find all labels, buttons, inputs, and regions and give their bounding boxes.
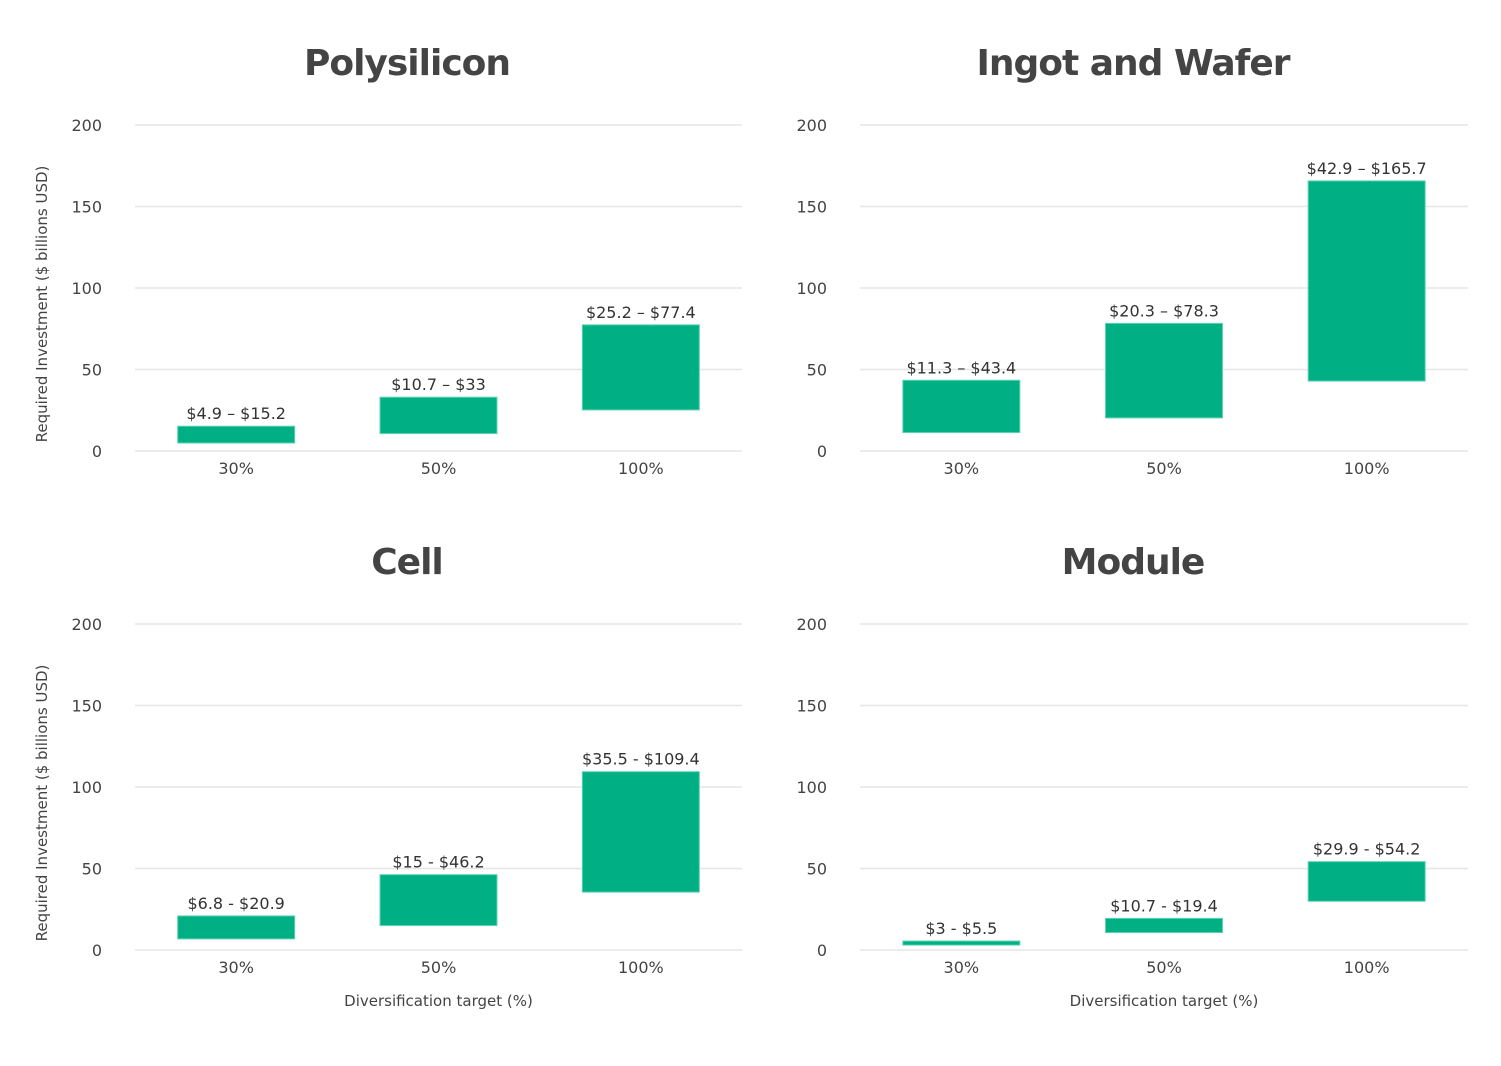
range-bar [177, 915, 296, 940]
range-bar [379, 874, 498, 927]
y-tick-label: 150 [71, 198, 102, 217]
x-axis-label: Diversification target (%) [344, 992, 533, 1010]
data-label: $11.3 – $43.4 [906, 358, 1016, 377]
data-label: $25.2 – $77.4 [586, 303, 696, 322]
x-tick-label: 30% [218, 459, 254, 478]
data-label: $29.9 - $54.2 [1313, 840, 1421, 859]
data-label: $10.7 – $33 [391, 375, 486, 394]
range-bar [581, 771, 700, 893]
y-tick-label: 200 [71, 615, 102, 634]
chart-title: Module [1062, 542, 1205, 583]
data-label: $15 - $46.2 [392, 853, 484, 872]
y-tick-label: 0 [817, 442, 827, 461]
x-tick-label: 100% [618, 459, 664, 478]
y-tick-label: 200 [71, 116, 102, 135]
y-tick-label: 100 [796, 279, 827, 298]
x-tick-label: 50% [1146, 958, 1182, 977]
y-tick-label: 150 [796, 198, 827, 217]
chart-title: Ingot and Wafer [976, 43, 1290, 84]
range-bar [1105, 917, 1223, 934]
x-tick-label: 30% [218, 958, 254, 977]
y-tick-label: 0 [817, 941, 827, 960]
range-bar [177, 425, 296, 444]
y-tick-label: 0 [92, 442, 102, 461]
y-axis-label: Required Investment ($ billions USD) [33, 665, 51, 942]
range-bar [1105, 322, 1223, 419]
x-tick-label: 30% [944, 459, 980, 478]
range-bar [902, 379, 1021, 434]
y-tick-label: 100 [71, 778, 102, 797]
y-axis-label: Required Investment ($ billions USD) [33, 166, 51, 443]
data-label: $20.3 – $78.3 [1109, 301, 1219, 320]
chart-panel-polysilicon: Polysilicon 0 50 100 150 200 $4.9 – $15.2 30% $1… [33, 43, 742, 478]
y-tick-label: 200 [796, 615, 827, 634]
data-label: $4.9 – $15.2 [186, 404, 286, 423]
x-tick-label: 50% [1146, 459, 1182, 478]
data-label: $10.7 - $19.4 [1110, 896, 1218, 915]
chart-panel-cell: Cell 0 50 100 150 200 $6.8 - $20.9 30% $15 - $46… [33, 542, 742, 1010]
y-tick-label: 100 [71, 279, 102, 298]
x-tick-label: 50% [421, 958, 457, 977]
y-tick-label: 50 [82, 860, 102, 879]
chart-title: Polysilicon [304, 43, 510, 84]
range-bar [379, 396, 498, 435]
data-label: $3 - $5.5 [925, 919, 997, 938]
data-label: $6.8 - $20.9 [187, 894, 284, 913]
range-bar [1307, 861, 1426, 902]
y-tick-label: 150 [71, 697, 102, 716]
chart-panel-module: Module 0 50 100 150 200 $3 - $5.5 30% $10.7 - $1… [796, 542, 1468, 1010]
y-tick-label: 0 [92, 941, 102, 960]
data-label: $35.5 - $109.4 [582, 750, 700, 769]
x-tick-label: 30% [944, 958, 980, 977]
y-tick-label: 50 [807, 361, 827, 380]
x-axis-label: Diversification target (%) [1070, 992, 1259, 1010]
range-bar [902, 940, 1021, 946]
y-tick-label: 50 [82, 361, 102, 380]
chart-panel-ingot-and-wafer: Ingot and Wafer 0 50 100 150 200 $11.3 – $43.4… [796, 43, 1468, 478]
range-bar [581, 324, 700, 411]
x-tick-label: 100% [1344, 958, 1390, 977]
y-tick-label: 100 [796, 778, 827, 797]
x-tick-label: 100% [1344, 459, 1390, 478]
data-label: $42.9 – $165.7 [1307, 159, 1427, 178]
range-bar [1307, 180, 1426, 382]
x-tick-label: 50% [421, 459, 457, 478]
y-tick-label: 150 [796, 697, 827, 716]
x-tick-label: 100% [618, 958, 664, 977]
chart-title: Cell [371, 542, 443, 583]
y-tick-label: 50 [807, 860, 827, 879]
y-tick-label: 200 [796, 116, 827, 135]
